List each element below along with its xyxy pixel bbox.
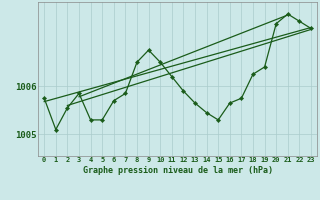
X-axis label: Graphe pression niveau de la mer (hPa): Graphe pression niveau de la mer (hPa) [83,166,273,175]
